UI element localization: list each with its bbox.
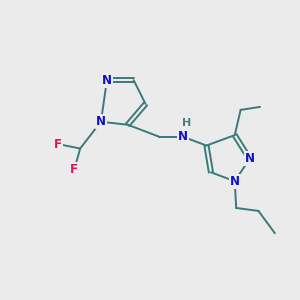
Text: N: N <box>244 152 255 165</box>
Text: F: F <box>70 164 78 176</box>
Text: N: N <box>96 115 106 128</box>
Text: N: N <box>178 130 188 143</box>
Text: H: H <box>182 118 191 128</box>
Text: N: N <box>230 175 240 188</box>
Text: N: N <box>102 74 112 87</box>
Text: F: F <box>54 138 62 151</box>
